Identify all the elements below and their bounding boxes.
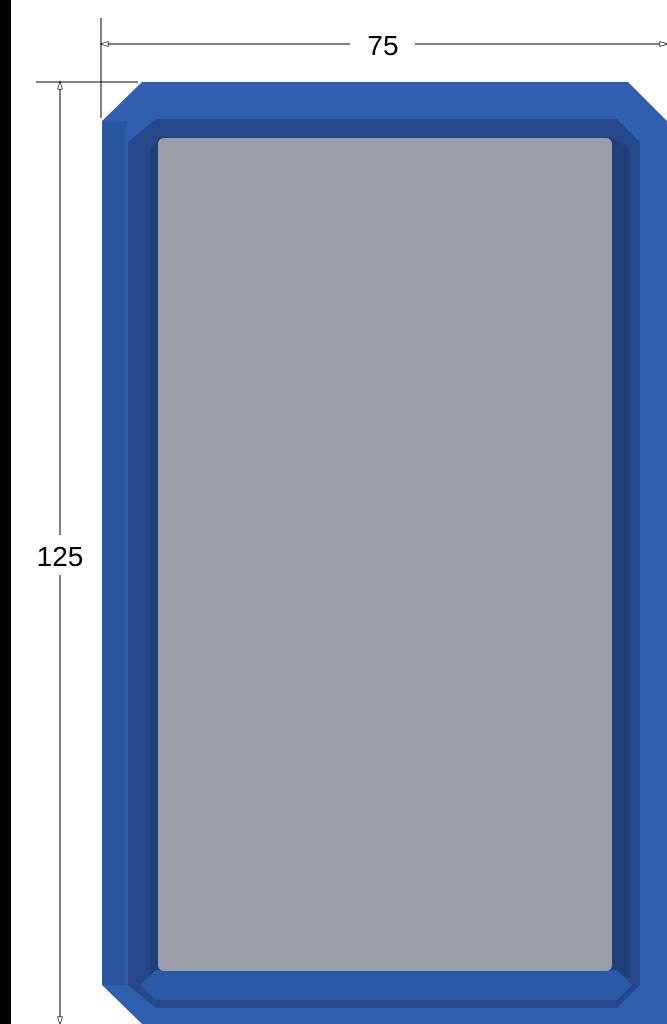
left-border-bar (0, 0, 11, 1024)
frame-left-bevel (102, 121, 126, 985)
height-dimension-label: 125 (37, 541, 84, 572)
width-dimension-label: 75 (367, 30, 398, 61)
panel-surface (158, 138, 612, 971)
frame-bottom-lip (140, 970, 632, 1000)
